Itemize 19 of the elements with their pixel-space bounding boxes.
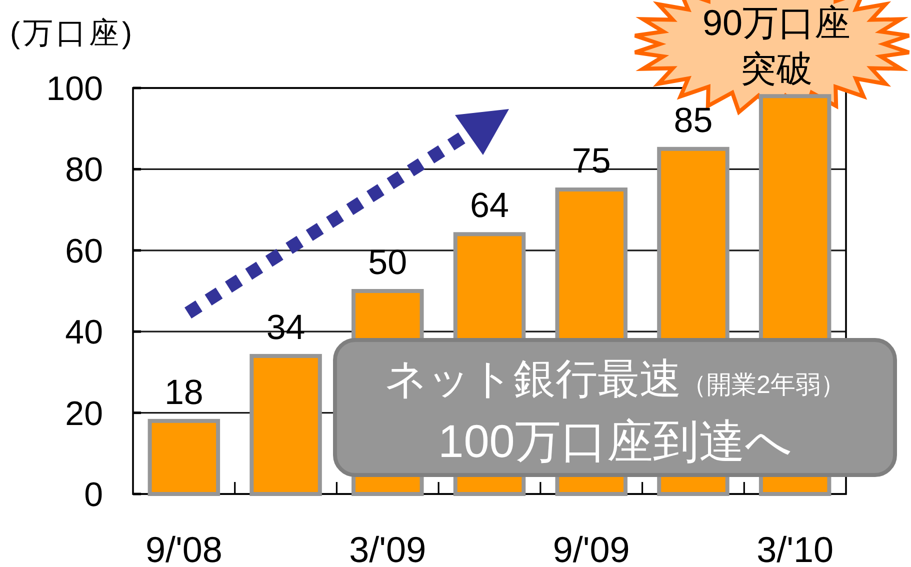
xtick-label: 9/'09 [552,529,630,567]
data-label: 64 [470,186,509,226]
ytick-label: 80 [65,151,103,190]
xtick-label: 9/'08 [145,529,222,567]
annotation: 100万口座到達へ [437,414,793,469]
ytick-label: 20 [65,394,103,433]
data-label: 50 [368,243,408,282]
ytick-label: 40 [65,314,103,352]
ytick-label: 100 [46,70,103,108]
ylabel: (万口座) [10,17,135,50]
xtick-label: 3/'09 [349,529,426,567]
annotation: （開業2年弱） [682,371,846,399]
data-label: 18 [164,372,204,412]
annotation: 90万口座突破 [701,1,852,91]
data-label: 85 [674,100,713,140]
xtick-label: 3/'10 [756,529,834,567]
annotation: ネット銀行最速 [384,355,682,402]
ytick-label: 60 [65,232,103,270]
ytick-label: 0 [84,476,103,514]
